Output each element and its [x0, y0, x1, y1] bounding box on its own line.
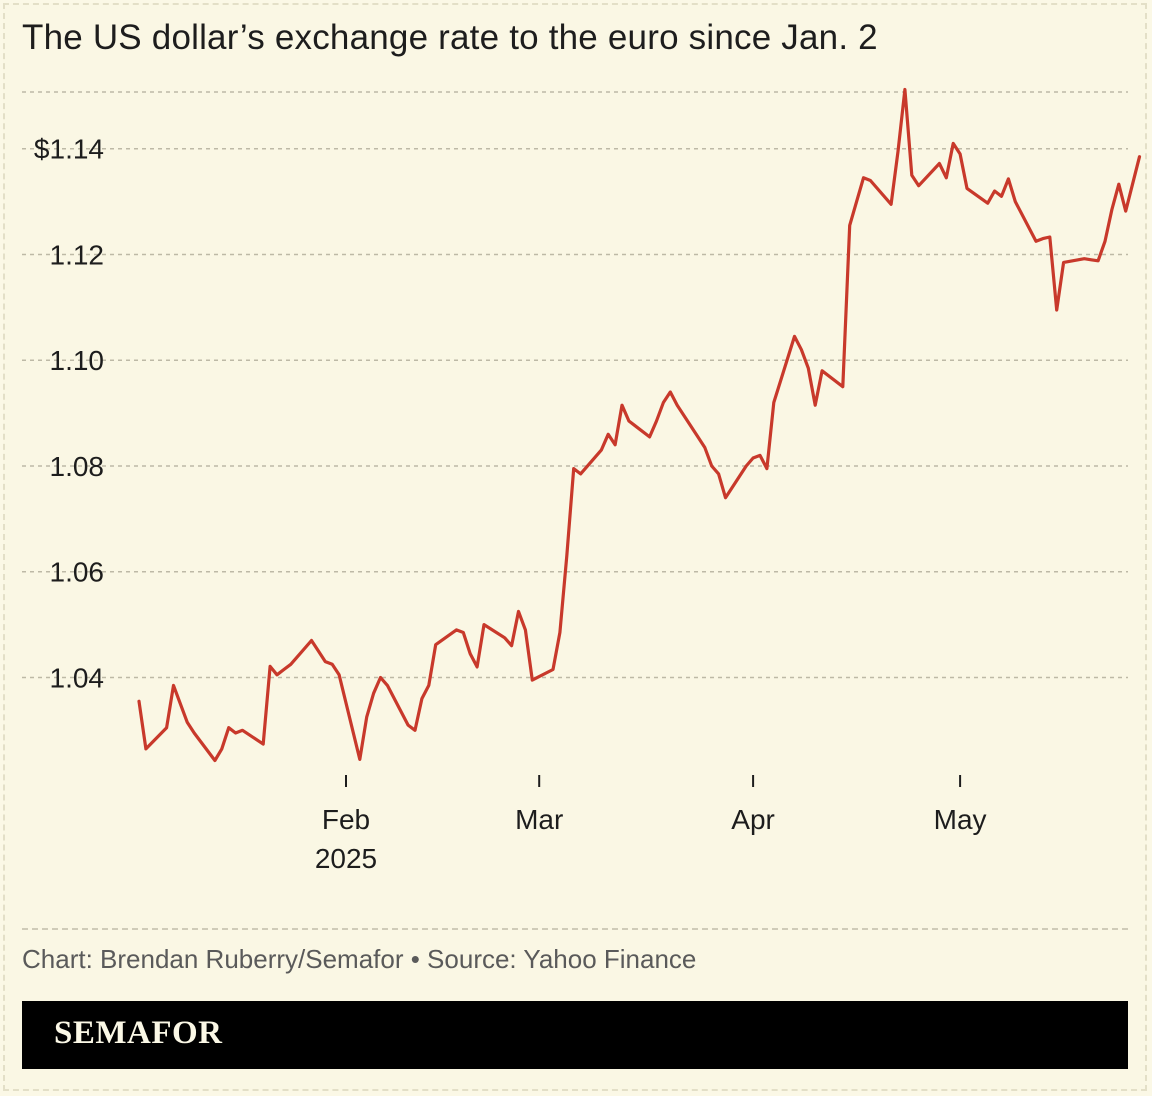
y-tick-label: $1.14: [34, 134, 104, 165]
x-tick-label: Feb: [322, 804, 370, 835]
chart-frame: [3, 3, 1147, 1091]
brand-bar: SEMAFOR: [22, 1001, 1128, 1069]
y-tick-label: 1.12: [50, 239, 105, 270]
exchange-rate-line: [137, 87, 1142, 763]
y-tick-label: 1.10: [50, 345, 105, 376]
footer-divider: [22, 928, 1128, 930]
gridlines: [22, 91, 1128, 679]
y-tick-label: 1.08: [50, 451, 105, 482]
semafor-logo: SEMAFOR: [54, 1015, 223, 1051]
x-tick-label: Apr: [731, 804, 775, 835]
y-tick-label: 1.06: [50, 557, 105, 588]
line-chart: 1.04 1.06 1.08 1.10 1.12 $1.14 Feb 2025 Mar Apr M…: [22, 87, 1142, 874]
x-tick-year-label: 2025: [315, 843, 377, 874]
source-credit: Chart: Brendan Ruberry/Semafor • Source:…: [22, 944, 697, 974]
x-tick-label: Mar: [515, 804, 563, 835]
y-axis-ticks: 1.04 1.06 1.08 1.10 1.12 $1.14: [34, 134, 104, 694]
x-axis-ticks: Feb 2025 Mar Apr May: [315, 775, 987, 874]
y-tick-label: 1.04: [50, 662, 105, 693]
chart-title: The US dollar’s exchange rate to the eur…: [22, 18, 878, 57]
x-tick-label: May: [934, 804, 987, 835]
